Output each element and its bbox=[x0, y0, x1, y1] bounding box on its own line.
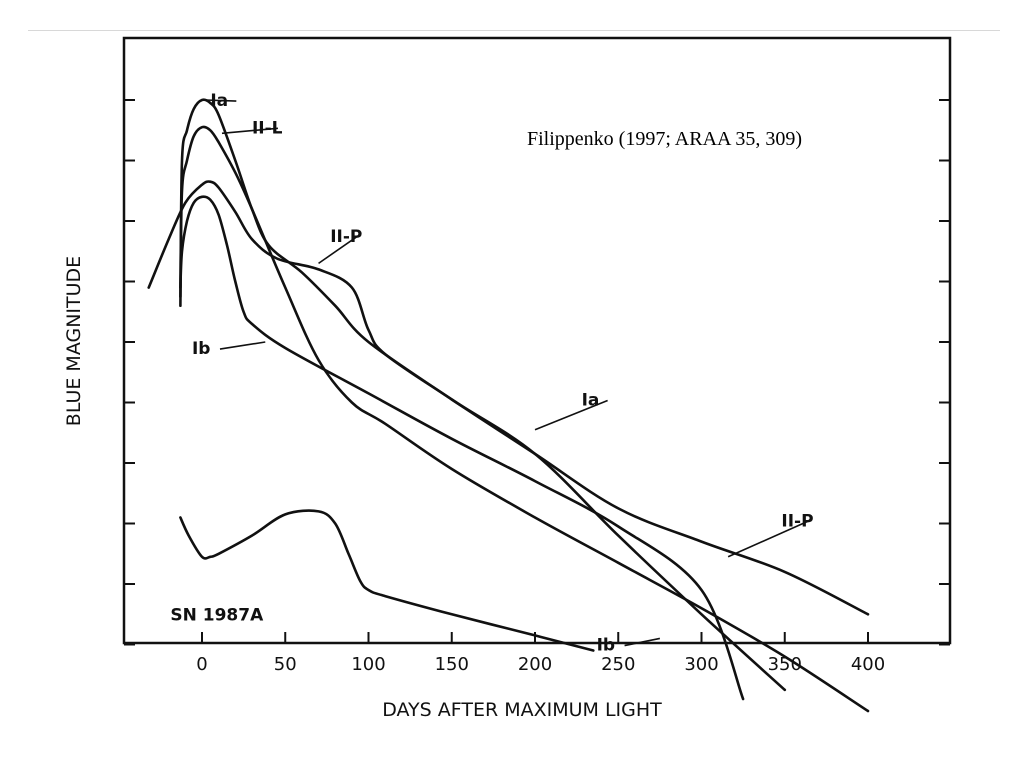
leader-ib-mid bbox=[624, 637, 661, 647]
x-tick-label: 0 bbox=[196, 654, 207, 675]
curve-label-ia: Ia bbox=[210, 91, 228, 111]
x-tick-label: 350 bbox=[768, 654, 802, 675]
curve-sn-1987a bbox=[179, 509, 595, 652]
curve-label-ib: Ib bbox=[192, 339, 211, 359]
curve-label-ii-l: II-L bbox=[252, 118, 283, 138]
curve-ia bbox=[179, 98, 787, 692]
y-axis-label: BLUE MAGNITUDE bbox=[63, 256, 85, 426]
x-tick-label: 300 bbox=[684, 654, 718, 675]
curve-label-ib-mid: Ib bbox=[597, 636, 616, 656]
curve-label-sn-1987a: SN 1987A bbox=[170, 605, 264, 625]
x-tick-label: 400 bbox=[851, 654, 885, 675]
x-tick-label: 200 bbox=[518, 654, 552, 675]
leader-ia bbox=[205, 99, 237, 102]
curves-layer bbox=[147, 98, 870, 713]
curve-label-ia-mid: Ia bbox=[582, 391, 600, 411]
curve-ib bbox=[179, 195, 745, 701]
curve-label-ii-p-mid: II-P bbox=[781, 512, 813, 532]
x-tick-label: 150 bbox=[435, 654, 469, 675]
curve-ii-p bbox=[147, 180, 870, 616]
x-axis-label: DAYS AFTER MAXIMUM LIGHT bbox=[382, 699, 662, 721]
axis-ticks: 0 50 100 150 200 250 300 350 400 bbox=[124, 99, 950, 675]
slide-top-divider bbox=[28, 30, 1000, 31]
curve-labels: Ia Ia II-L II-P II-P Ib Ib SN 1987A bbox=[170, 91, 813, 656]
leader-ib bbox=[219, 341, 266, 350]
leader-ii-p-mid bbox=[727, 520, 808, 558]
source-credit: Filippenko (1997; ARAA 35, 309) bbox=[527, 128, 803, 150]
plot-frame bbox=[122, 36, 952, 645]
leader-ia-mid bbox=[534, 399, 608, 431]
x-tick-label: 50 bbox=[274, 654, 297, 675]
x-tick-label: 100 bbox=[351, 654, 385, 675]
x-tick-label: 250 bbox=[601, 654, 635, 675]
leader-ii-p bbox=[318, 236, 357, 265]
leader-ii-l bbox=[221, 127, 279, 135]
curve-label-ii-p: II-P bbox=[330, 227, 362, 247]
curve-ii-l bbox=[179, 125, 870, 713]
